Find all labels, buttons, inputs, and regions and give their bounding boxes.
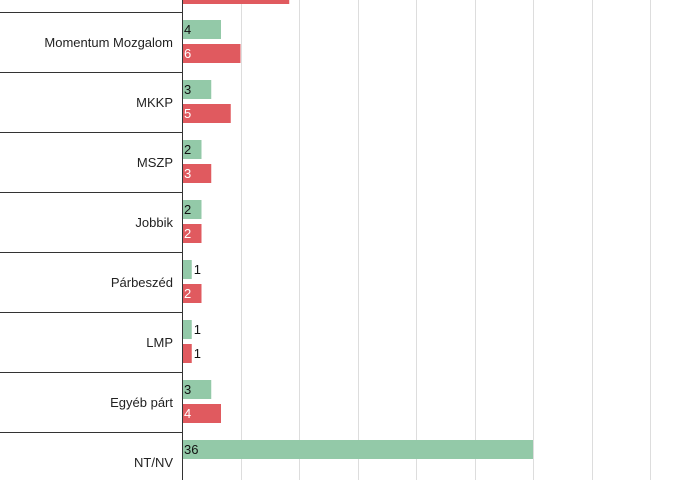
bar xyxy=(182,224,202,243)
bar xyxy=(182,284,202,303)
bar-value-label: 2 xyxy=(184,286,191,301)
bar-value-label: 1 xyxy=(194,346,201,361)
bar-value-label: 3 xyxy=(184,382,191,397)
bar xyxy=(182,260,192,279)
bar-value-label: 6 xyxy=(184,46,191,61)
category-label: Jobbik xyxy=(135,215,173,230)
bar-value-label: 2 xyxy=(184,142,191,157)
bar xyxy=(182,320,192,339)
bar xyxy=(182,80,212,99)
bar-value-label: 3 xyxy=(184,82,191,97)
bar xyxy=(182,140,202,159)
bar-partial-top xyxy=(182,0,290,4)
bar xyxy=(182,200,202,219)
category-label: MKKP xyxy=(136,95,173,110)
category-label: Párbeszéd xyxy=(111,275,173,290)
bar-value-label: 1 xyxy=(194,322,201,337)
category-label: Egyéb párt xyxy=(110,395,173,410)
bar xyxy=(182,344,192,363)
bar-value-label: 1 xyxy=(194,262,201,277)
bar xyxy=(182,404,221,423)
category-label: NT/NV xyxy=(134,455,173,470)
bar xyxy=(182,440,533,459)
bar-value-label: 2 xyxy=(184,226,191,241)
bar xyxy=(182,44,241,63)
bar xyxy=(182,20,221,39)
bar xyxy=(182,104,231,123)
category-label: MSZP xyxy=(137,155,173,170)
bar-value-label: 5 xyxy=(184,106,191,121)
category-label: Momentum Mozgalom xyxy=(44,35,173,50)
bar xyxy=(182,164,212,183)
bar-value-label: 4 xyxy=(184,22,191,37)
bar xyxy=(182,380,212,399)
category-label: LMP xyxy=(146,335,173,350)
bar-value-label: 2 xyxy=(184,202,191,217)
bar-value-label: 4 xyxy=(184,406,191,421)
bar-value-label: 36 xyxy=(184,442,198,457)
bar-value-label: 3 xyxy=(184,166,191,181)
